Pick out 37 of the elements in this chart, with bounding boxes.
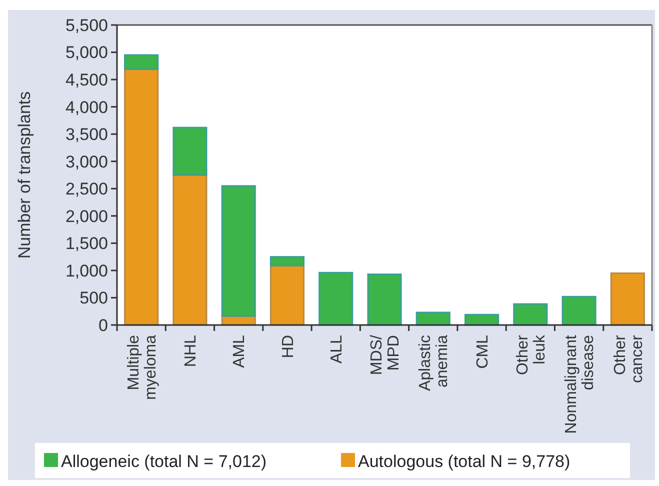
x-tick-label: HD (280, 335, 297, 358)
bar (562, 296, 596, 326)
x-tick-label: NHL (182, 334, 200, 368)
y-axis-title: Number of transplants (15, 91, 34, 259)
y-tick-label: 5,000 (65, 43, 108, 62)
y-tick-label: 3,500 (65, 125, 108, 144)
y-tick-label: 4,500 (65, 70, 108, 90)
x-tick-label: Aplastic anemia (417, 334, 452, 392)
bar (270, 256, 305, 266)
x-tick-label: Other leuk (514, 334, 549, 376)
x-tick-label: Multiple myeloma (125, 334, 160, 400)
y-tick-label: 3,000 (65, 152, 108, 172)
y-tick-label: 2,500 (65, 180, 108, 199)
bar (513, 303, 548, 326)
legend-label: Allogeneic (total N = 7,012) (61, 452, 267, 471)
bar (416, 312, 450, 326)
bar (172, 174, 208, 326)
x-tick-label: ALL (328, 334, 346, 364)
y-tick-label: 5,500 (65, 16, 108, 35)
y-tick-label: 0 (98, 316, 108, 335)
x-tick-label: CML (474, 334, 492, 369)
bar (172, 126, 208, 176)
y-tick-label: 2,000 (65, 206, 108, 226)
y-tick-label: 1,000 (65, 261, 108, 280)
bar (124, 54, 159, 70)
x-tick-label: AML (231, 334, 248, 368)
bar (124, 68, 159, 326)
bar (221, 185, 256, 317)
bar (270, 264, 305, 326)
y-tick-label: 500 (80, 288, 108, 308)
bar (318, 272, 354, 326)
legend-label: Autologous (total N = 9,778) (358, 452, 570, 471)
x-tick-label: MDS/ MPD (368, 334, 403, 375)
bar (367, 274, 402, 326)
y-tick-label: 1,500 (65, 234, 108, 254)
bar (610, 272, 645, 326)
y-tick-label: 4,000 (65, 98, 108, 117)
